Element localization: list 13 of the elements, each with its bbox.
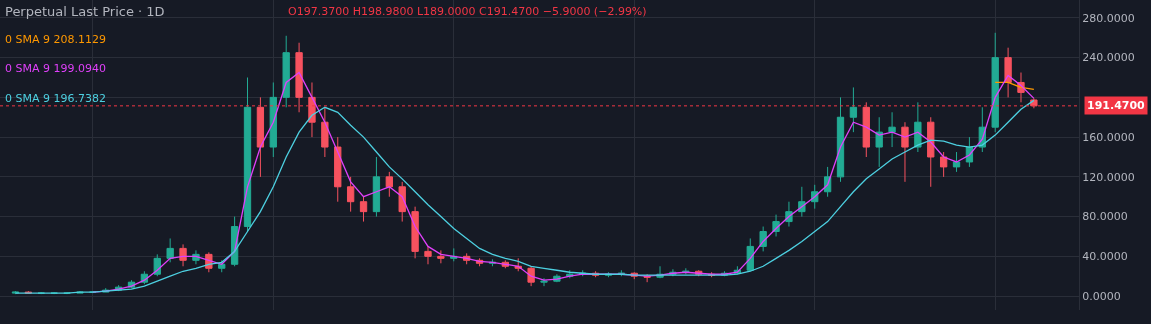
ref-line-label: 191.4700 [1087,99,1146,112]
text: 0 SMA 9 199.0940 [5,62,106,75]
y-tick-label: 80.0000 [1082,210,1128,224]
y-tick-label: 40.0000 [1082,250,1128,264]
y-tick-label: 0.0000 [1082,289,1121,303]
text: 0 SMA 9 196.7382 [5,92,106,105]
chart-title: Perpetual Last Price · 1D [5,4,165,19]
y-tick-label: 240.0000 [1082,51,1135,65]
text: O197.3700 H198.9800 L189.0000 C191.4700 −5.9000 (−2.99%) [288,5,647,18]
text: 0 SMA 9 208.1129 [5,33,106,46]
y-tick-label: 280.0000 [1082,11,1135,25]
y-tick-label: 160.0000 [1082,130,1135,144]
y-tick-label: 120.0000 [1082,170,1135,184]
